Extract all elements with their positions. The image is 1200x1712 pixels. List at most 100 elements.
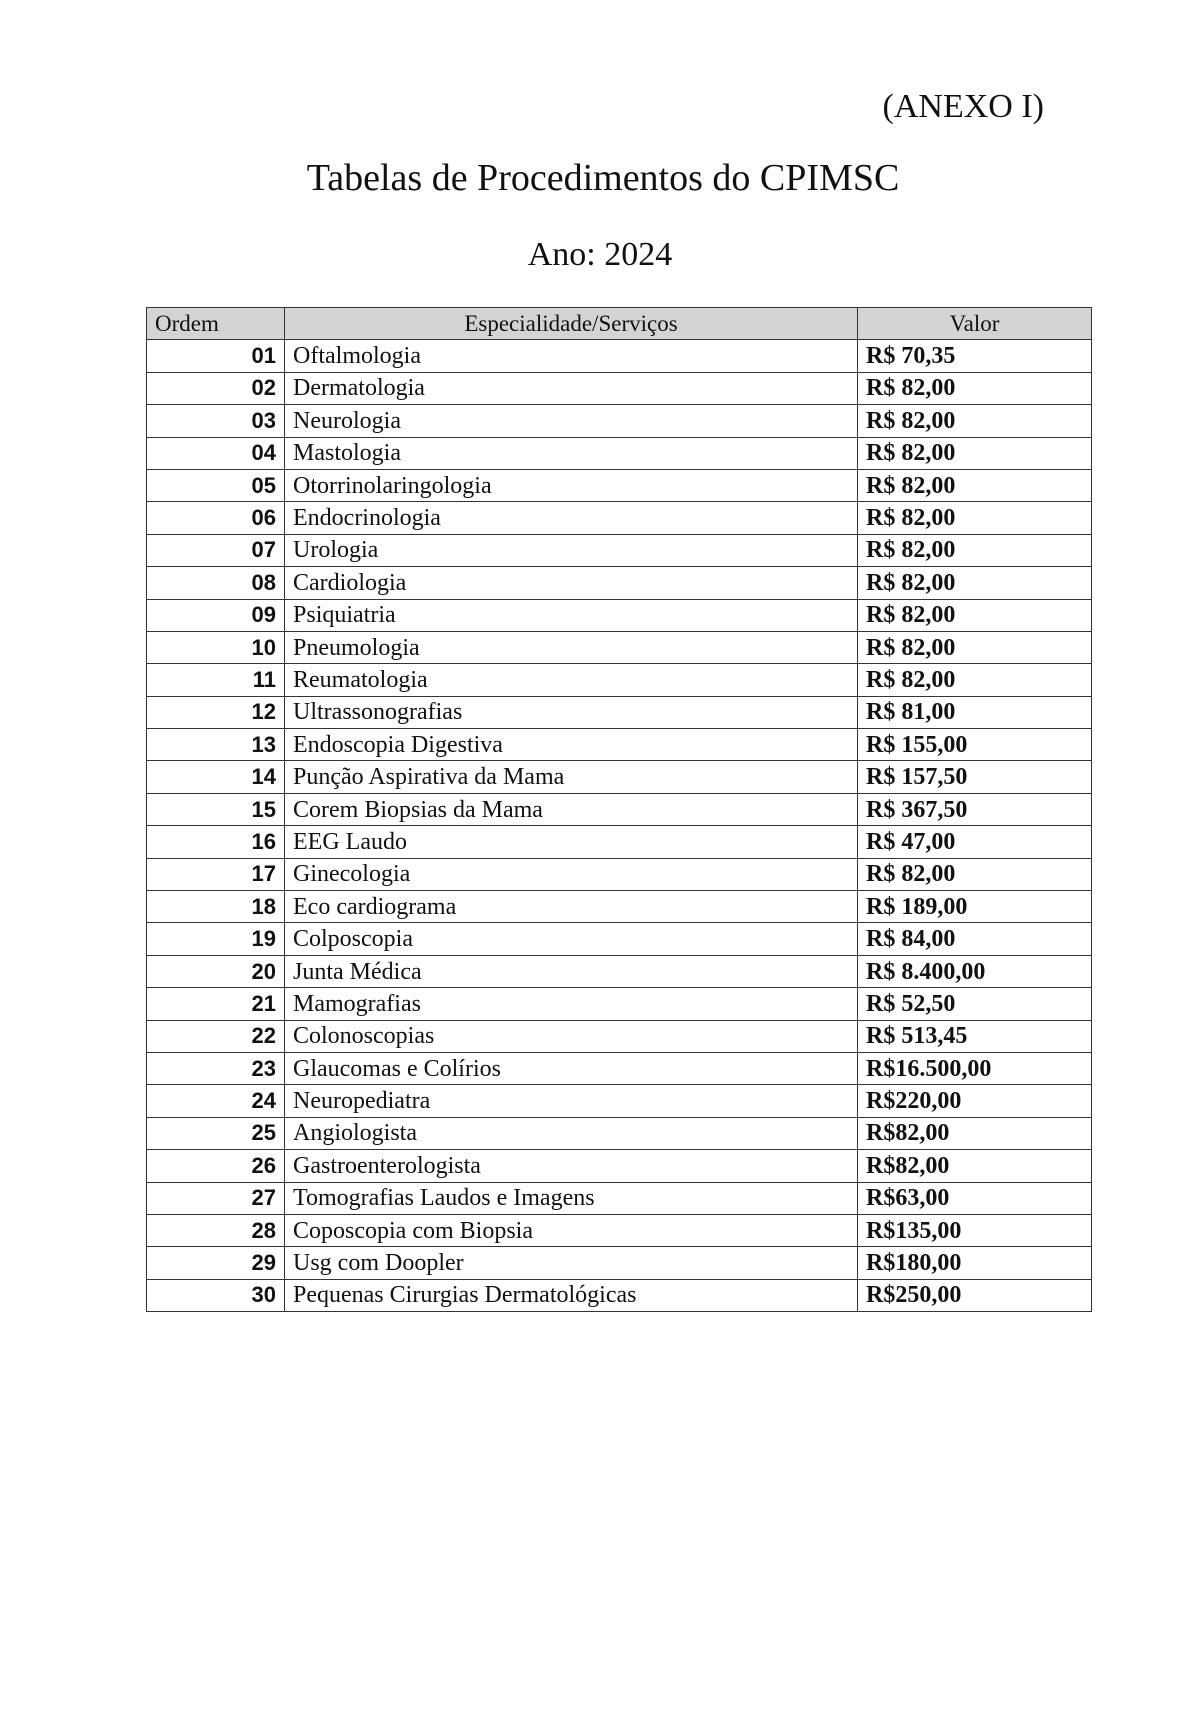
service-cell: Corem Biopsias da Mama xyxy=(284,792,858,827)
order-cell: 17 xyxy=(146,857,285,892)
annex-label: (ANEXO I) xyxy=(882,88,1044,125)
service-cell: Punção Aspirativa da Mama xyxy=(284,760,858,794)
value-cell: R$ 513,45 xyxy=(857,1019,1092,1053)
table-row: 17 Ginecologia R$ 82,00 xyxy=(146,857,1092,892)
order-cell: 20 xyxy=(146,954,285,989)
service-cell: Colposcopia xyxy=(284,922,858,956)
value-cell: R$250,00 xyxy=(857,1278,1092,1313)
service-cell: Eco cardiograma xyxy=(284,890,858,924)
value-cell: R$ 82,00 xyxy=(857,857,1092,892)
value-cell: R$ 189,00 xyxy=(857,890,1092,924)
order-cell: 30 xyxy=(146,1278,285,1313)
order-cell: 28 xyxy=(146,1213,285,1248)
value-cell: R$ 82,00 xyxy=(857,501,1092,535)
table-row: 25 Angiologista R$82,00 xyxy=(146,1116,1092,1151)
order-cell: 19 xyxy=(146,922,285,956)
service-cell: Endocrinologia xyxy=(284,501,858,535)
value-cell: R$ 81,00 xyxy=(857,695,1092,730)
service-cell: Gastroenterologista xyxy=(284,1149,858,1183)
service-cell: Pneumologia xyxy=(284,630,858,665)
table-row: 09 Psiquiatria R$ 82,00 xyxy=(146,598,1092,632)
value-cell: R$ 70,35 xyxy=(857,339,1092,373)
order-cell: 29 xyxy=(146,1246,285,1280)
table-row: 05 Otorrinolaringologia R$ 82,00 xyxy=(146,468,1092,503)
table-row: 24 Neuropediatra R$220,00 xyxy=(146,1084,1092,1118)
order-cell: 02 xyxy=(146,371,285,406)
order-cell: 05 xyxy=(146,468,285,503)
table-row: 20 Junta Médica R$ 8.400,00 xyxy=(146,954,1092,989)
table-row: 07 Urologia R$ 82,00 xyxy=(146,533,1092,568)
table-row: 18 Eco cardiograma R$ 189,00 xyxy=(146,890,1092,924)
value-cell: R$ 8.400,00 xyxy=(857,954,1092,989)
value-cell: R$16.500,00 xyxy=(857,1051,1092,1086)
column-header: Ordem xyxy=(146,306,285,341)
value-cell: R$ 82,00 xyxy=(857,436,1092,470)
order-cell: 15 xyxy=(146,792,285,827)
service-cell: Reumatologia xyxy=(284,663,858,697)
value-cell: R$63,00 xyxy=(857,1181,1092,1215)
service-cell: Junta Médica xyxy=(284,954,858,989)
service-cell: Oftalmologia xyxy=(284,339,858,373)
order-cell: 25 xyxy=(146,1116,285,1151)
order-cell: 13 xyxy=(146,728,285,762)
table-row: 30 Pequenas Cirurgias Dermatológicas R$250… xyxy=(146,1278,1092,1313)
table-row: 26 Gastroenterologista R$82,00 xyxy=(146,1149,1092,1183)
document-year: Ano: 2024 xyxy=(527,236,673,273)
table-row: 16 EEG Laudo R$ 47,00 xyxy=(146,825,1092,859)
order-cell: 06 xyxy=(146,501,285,535)
service-cell: Mastologia xyxy=(284,436,858,470)
service-cell: Angiologista xyxy=(284,1116,858,1151)
table-row: 23 Glaucomas e Colírios R$16.500,00 xyxy=(146,1051,1092,1086)
value-cell: R$ 84,00 xyxy=(857,922,1092,956)
service-cell: EEG Laudo xyxy=(284,825,858,859)
table-row: 01 Oftalmologia R$ 70,35 xyxy=(146,339,1092,373)
service-cell: Dermatologia xyxy=(284,371,858,406)
value-cell: R$ 52,50 xyxy=(857,987,1092,1021)
service-cell: Glaucomas e Colírios xyxy=(284,1051,858,1086)
table-row: 12 Ultrassonografias R$ 81,00 xyxy=(146,695,1092,730)
service-cell: Urologia xyxy=(284,533,858,568)
value-cell: R$ 82,00 xyxy=(857,404,1092,438)
document-title: Tabelas de Procedimentos do CPIMSC xyxy=(306,157,900,199)
service-cell: Mamografias xyxy=(284,987,858,1021)
table-row: 10 Pneumologia R$ 82,00 xyxy=(146,630,1092,665)
value-cell: R$ 157,50 xyxy=(857,760,1092,794)
table-row: 02 Dermatologia R$ 82,00 xyxy=(146,371,1092,406)
value-cell: R$ 82,00 xyxy=(857,630,1092,665)
service-cell: Colonoscopias xyxy=(284,1019,858,1053)
service-cell: Endoscopia Digestiva xyxy=(284,728,858,762)
value-cell: R$82,00 xyxy=(857,1116,1092,1151)
order-cell: 24 xyxy=(146,1084,285,1118)
value-cell: R$ 82,00 xyxy=(857,598,1092,632)
table-row: 13 Endoscopia Digestiva R$ 155,00 xyxy=(146,728,1092,762)
table-row: 28 Coposcopia com Biopsia R$135,00 xyxy=(146,1213,1092,1248)
table-row: 29 Usg com Doopler R$180,00 xyxy=(146,1246,1092,1280)
value-cell: R$ 82,00 xyxy=(857,371,1092,406)
table-row: 11 Reumatologia R$ 82,00 xyxy=(146,663,1092,697)
procedures-table: Ordem Especialidade/Serviços Valor 01 Oft… xyxy=(146,306,1092,1313)
table-row: 08 Cardiologia R$ 82,00 xyxy=(146,566,1092,600)
table-row: 27 Tomografias Laudos e Imagens R$63,00 xyxy=(146,1181,1092,1215)
order-cell: 11 xyxy=(146,663,285,697)
value-cell: R$ 82,00 xyxy=(857,468,1092,503)
order-cell: 07 xyxy=(146,533,285,568)
service-cell: Ultrassonografias xyxy=(284,695,858,730)
table-row: 21 Mamografias R$ 52,50 xyxy=(146,987,1092,1021)
header-row: Ordem Especialidade/Serviços Valor xyxy=(146,306,1092,341)
value-cell: R$ 47,00 xyxy=(857,825,1092,859)
value-cell: R$ 82,00 xyxy=(857,663,1092,697)
table-row: 04 Mastologia R$ 82,00 xyxy=(146,436,1092,470)
order-cell: 10 xyxy=(146,630,285,665)
order-cell: 21 xyxy=(146,987,285,1021)
service-cell: Ginecologia xyxy=(284,857,858,892)
table-row: 22 Colonoscopias R$ 513,45 xyxy=(146,1019,1092,1053)
column-header: Valor xyxy=(857,306,1092,341)
order-cell: 09 xyxy=(146,598,285,632)
value-cell: R$220,00 xyxy=(857,1084,1092,1118)
order-cell: 16 xyxy=(146,825,285,859)
order-cell: 12 xyxy=(146,695,285,730)
order-cell: 26 xyxy=(146,1149,285,1183)
table-row: 06 Endocrinologia R$ 82,00 xyxy=(146,501,1092,535)
service-cell: Coposcopia com Biopsia xyxy=(284,1213,858,1248)
